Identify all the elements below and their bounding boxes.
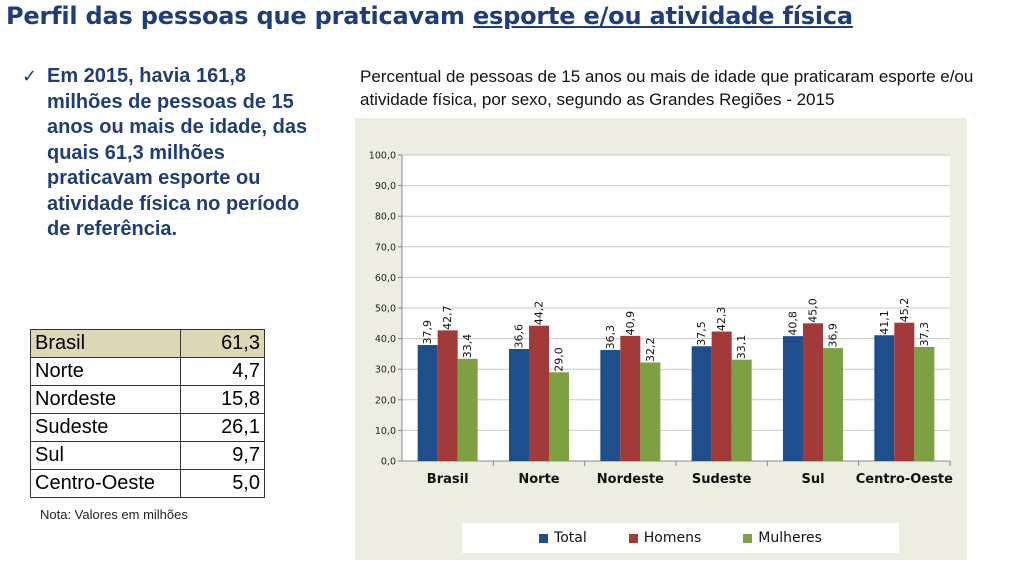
region-value: 61,3 [180, 329, 265, 358]
summary-bullet: ✓ Em 2015, havia 161,8 milhões de pessoa… [22, 64, 312, 243]
bar-total [600, 349, 621, 461]
region-value: 26,1 [180, 413, 265, 442]
y-tick-label: 0,0 [381, 457, 396, 468]
region-name: Sul [30, 441, 181, 470]
table-row: Sul 9,7 [30, 441, 265, 470]
data-label: 29,0 [553, 347, 566, 372]
region-value: 4,7 [180, 357, 265, 386]
legend-swatch [743, 533, 753, 543]
regions-table: Brasil 61,3 Norte 4,7 Nordeste 15,8 Sudeste 26,… [30, 329, 265, 498]
page-title-part1: Perfil das pessoas que praticavam [6, 2, 473, 30]
bar-homens [711, 331, 732, 461]
region-name: Norte [30, 357, 181, 386]
y-tick-label: 20,0 [375, 395, 396, 406]
y-tick-label: 90,0 [375, 181, 396, 192]
category-label: Sul [801, 472, 824, 487]
data-label: 40,9 [624, 311, 637, 336]
y-tick-label: 60,0 [375, 273, 396, 284]
y-tick-label: 40,0 [375, 334, 396, 345]
data-label: 42,3 [715, 307, 728, 332]
bar-chart: 0,0 10,0 20,0 30,0 40,0 50,0 60,0 70,0 80,0 90,0 1… [369, 151, 953, 488]
region-name: Nordeste [30, 385, 181, 414]
data-label: 41,1 [878, 310, 891, 335]
legend-label: Total [554, 530, 587, 546]
table-row: Nordeste 15,8 [30, 385, 265, 414]
y-tick-label: 100,0 [369, 151, 396, 162]
data-label: 32,2 [644, 337, 657, 362]
data-label: 36,6 [513, 324, 526, 349]
check-icon: ✓ [22, 66, 38, 87]
bar-homens [894, 322, 915, 461]
legend-label: Homens [643, 530, 702, 546]
y-tick-label: 80,0 [375, 212, 396, 223]
category-label: Centro-Oeste [856, 472, 953, 487]
table-row: Centro-Oeste 5,0 [30, 469, 265, 498]
bar-total [783, 336, 803, 461]
legend-swatch [539, 533, 549, 543]
y-tick-label: 50,0 [375, 304, 396, 315]
category-label: Sudeste [692, 472, 752, 487]
region-value: 5,0 [180, 469, 265, 498]
bar-total [417, 345, 438, 461]
y-tick-label: 30,0 [375, 365, 396, 376]
region-value: 15,8 [180, 385, 265, 414]
table-row: Brasil 61,3 [30, 329, 265, 358]
data-label: 36,3 [604, 325, 617, 349]
bar-homens [620, 335, 641, 461]
data-label: 33,4 [461, 334, 474, 359]
region-value: 9,7 [180, 441, 265, 470]
bar-mulheres [457, 358, 478, 461]
data-label: 45,0 [807, 298, 820, 323]
bar-homens [437, 330, 458, 461]
category-label: Norte [518, 472, 559, 487]
table-note: Nota: Valores em milhões [40, 507, 188, 522]
y-tick-label: 70,0 [375, 242, 396, 253]
data-label: 37,3 [918, 322, 931, 347]
bar-mulheres [549, 372, 569, 461]
legend-item-homens: Homens [628, 530, 702, 546]
bar-total [691, 346, 712, 461]
data-label: 33,1 [735, 335, 748, 360]
data-label: 37,5 [695, 321, 708, 346]
bar-mulheres [914, 346, 935, 461]
table-row: Norte 4,7 [30, 357, 265, 386]
region-name: Sudeste [30, 413, 181, 442]
data-label: 37,9 [421, 320, 434, 345]
region-name: Brasil [30, 329, 181, 358]
data-label: 45,2 [898, 298, 911, 323]
region-name: Centro-Oeste [30, 469, 181, 498]
bar-homens [529, 325, 549, 461]
page-title: Perfil das pessoas que praticavam esport… [6, 2, 853, 30]
legend-item-mulheres: Mulheres [743, 530, 822, 546]
data-label: 44,2 [533, 301, 546, 326]
legend-swatch [628, 533, 638, 543]
bar-total [509, 349, 529, 461]
data-label: 36,9 [827, 323, 840, 348]
chart-title: Percentual de pessoas de 15 anos ou mais… [360, 67, 974, 109]
data-label: 42,7 [441, 305, 454, 330]
bar-total [874, 335, 895, 461]
chart-legend: Total Homens Mulheres [462, 523, 899, 553]
chart-area: 0,0 10,0 20,0 30,0 40,0 50,0 60,0 70,0 80,0 90,0 1… [355, 118, 967, 560]
bar-mulheres [823, 348, 843, 461]
table-row: Sudeste 26,1 [30, 413, 265, 442]
summary-text: Em 2015, havia 161,8 milhões de pessoas … [47, 65, 308, 240]
data-label: 40,8 [787, 311, 800, 336]
page-title-part2: esporte e/ou atividade física [472, 2, 853, 30]
legend-label: Mulheres [758, 530, 822, 546]
legend-item-total: Total [539, 530, 587, 546]
bar-mulheres [640, 362, 661, 461]
y-tick-label: 10,0 [375, 426, 396, 437]
bar-homens [803, 323, 823, 461]
category-label: Brasil [427, 472, 469, 487]
category-label: Nordeste [597, 472, 664, 487]
bar-mulheres [731, 359, 752, 461]
